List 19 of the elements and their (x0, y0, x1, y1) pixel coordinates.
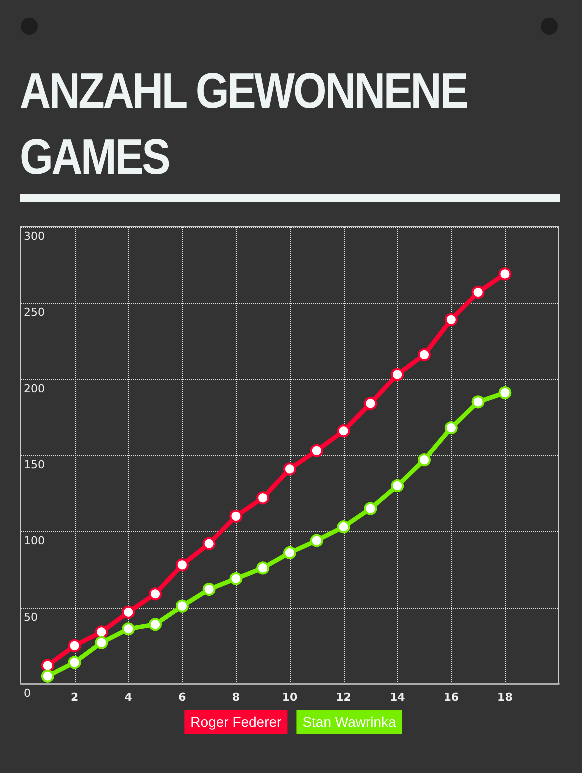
y-tick-label: 0 (24, 687, 31, 700)
x-tick-label: 10 (282, 691, 298, 704)
y-tick-label: 250 (24, 306, 45, 320)
x-tick-label: 14 (390, 691, 406, 704)
x-tick-label: 6 (178, 691, 187, 704)
y-tick-label: 200 (24, 382, 45, 396)
x-tick-label: 18 (498, 691, 513, 704)
y-tick-label: 50 (24, 610, 38, 624)
text: Stan Wawrinka (302, 714, 397, 730)
chart-title: ANZAHL GEWONNENE GAMES (20, 62, 468, 187)
x-tick-label: 2 (70, 691, 79, 704)
text: Roger Federer (190, 714, 282, 730)
y-tick-label: 100 (24, 534, 45, 548)
x-tick-label: 12 (336, 691, 352, 704)
x-tick-label: 16 (444, 691, 460, 704)
x-tick-label: 4 (124, 691, 133, 704)
y-tick-label: 300 (24, 230, 45, 243)
x-tick-label: 8 (232, 691, 240, 704)
y-tick-label: 150 (24, 458, 45, 472)
